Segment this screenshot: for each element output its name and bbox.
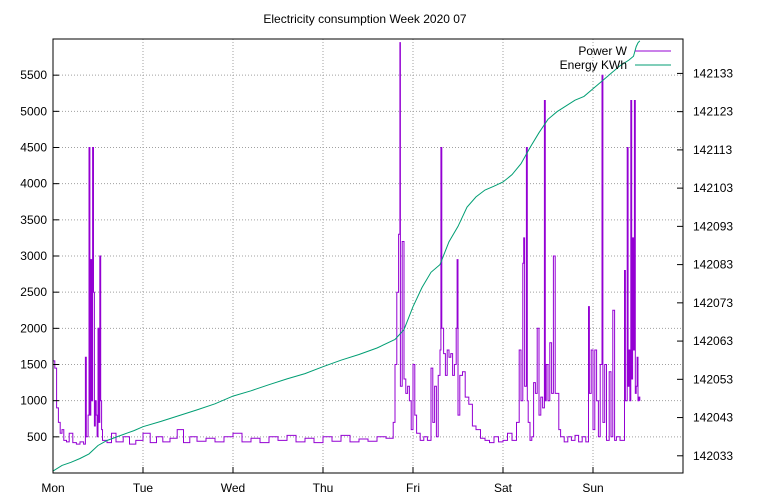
x-tick-label: Sat [494, 481, 513, 495]
series-line-energy [52, 40, 641, 472]
series-line-power [53, 42, 641, 445]
y-tick-label: 5500 [20, 68, 47, 82]
y2-tick-label: 142063 [693, 334, 733, 348]
x-tick-label: Fri [406, 481, 420, 495]
series-layer [52, 40, 641, 472]
x-tick-label: Tue [133, 481, 154, 495]
chart-title: Electricity consumption Week 2020 07 [263, 12, 467, 26]
y2-tick-label: 142093 [693, 219, 733, 233]
y-tick-label: 3500 [20, 213, 47, 227]
x-tick-label: Thu [313, 481, 334, 495]
y2-tick-label: 142113 [693, 143, 732, 157]
grid-layer [53, 39, 683, 473]
y2-tick-label: 142103 [693, 181, 733, 195]
y-tick-label: 5000 [20, 104, 47, 118]
x-tick-label: Wed [221, 481, 245, 495]
y-tick-label: 2000 [20, 321, 47, 335]
x-tick-label: Sun [582, 481, 603, 495]
axis-layer: 500 1000 1500 2000 2500 3000 3500 4000 4500 5000 5… [20, 66, 733, 495]
legend-label-energy: Energy KWh [560, 58, 627, 72]
y2-tick-label: 142083 [693, 258, 733, 272]
y2-tick-label: 142123 [693, 105, 733, 119]
y2-tick-label: 142053 [693, 372, 733, 386]
y-tick-label: 4500 [20, 141, 47, 155]
y-tick-label: 4000 [20, 177, 47, 191]
y2-tick-label: 142043 [693, 411, 733, 425]
y-tick-label: 1000 [20, 394, 47, 408]
y2-tick-label: 142133 [693, 66, 733, 80]
y2-tick-label: 142073 [693, 296, 733, 310]
y-tick-label: 3000 [20, 249, 47, 263]
x-tick-label: Mon [41, 481, 64, 495]
y2-tick-label: 142033 [693, 449, 733, 463]
y-tick-label: 500 [27, 430, 47, 444]
legend-label-power: Power W [578, 44, 627, 58]
y-tick-label: 2500 [20, 285, 47, 299]
legend: Power W Energy KWh [560, 44, 671, 72]
y-tick-label: 1500 [20, 358, 47, 372]
